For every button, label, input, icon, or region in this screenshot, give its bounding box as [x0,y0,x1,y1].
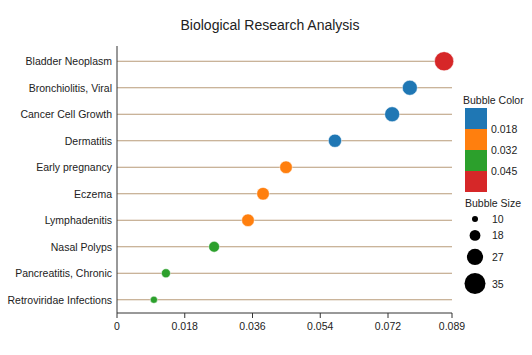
y-axis [117,46,118,313]
x-tick-label: 0.089 [439,320,465,332]
x-tick [320,313,321,318]
row-line [117,140,452,141]
bubble [280,161,293,174]
row-line [117,193,452,194]
x-tick [452,313,453,318]
color-legend-title: Bubble Color [463,94,524,106]
category-label: Dermatitis [65,135,112,147]
x-tick [252,313,253,318]
category-label: Lymphadenitis [45,214,112,226]
color-swatch [465,129,487,150]
row-line [117,114,452,115]
x-tick [117,313,118,318]
category-label: Eczema [74,188,112,200]
size-legend-label: 18 [492,229,504,241]
x-tick-label: 0.054 [307,320,333,332]
size-legend-label: 27 [492,251,504,263]
color-swatch [465,171,487,192]
title: Biological Research Analysis [181,17,360,33]
row-line [117,299,452,300]
bubble [328,134,341,147]
x-tick [184,313,185,318]
row-line [117,61,452,62]
bubble [402,80,417,95]
size-legend-label: 10 [492,213,504,225]
bubble [209,241,220,252]
row-line [117,246,452,247]
size-legend-label: 35 [492,278,504,290]
size-legend-circle [470,230,481,241]
chart: Biological Research Analysis Bladder Neop… [0,0,532,355]
category-label: Bronchiolitis, Viral [29,82,112,94]
x-tick-label: 0.072 [375,320,401,332]
bubbles [150,52,453,304]
color-legend-label: 0.018 [491,123,517,135]
row-line [117,87,452,88]
bubble [385,107,400,122]
bubble [434,52,453,71]
category-label: Nasal Polyps [51,241,112,253]
x-tick-label: 0 [114,320,120,332]
category-label: Bladder Neoplasm [26,55,113,67]
size-legend-title: Bubble Size [465,197,521,209]
bubble [150,296,157,303]
category-label: Pancreatitis, Chronic [15,267,112,279]
color-swatch [465,108,487,129]
category-label: Cancer Cell Growth [20,108,112,120]
x-tick-label: 0.036 [239,320,265,332]
bubble [161,269,170,278]
category-label: Retroviridae Infections [8,294,112,306]
bubble [242,214,255,227]
color-legend-label: 0.045 [491,165,517,177]
size-legend-circle [465,273,486,294]
x-tick [388,313,389,318]
color-swatch [465,150,487,171]
x-tick-label: 0.018 [172,320,198,332]
size-legend-circle [467,249,483,265]
color-legend-label: 0.032 [491,144,517,156]
size-legend-circle [472,216,478,222]
bubble [257,187,270,200]
category-label: Early pregnancy [36,161,113,173]
x-axis [117,313,452,314]
row-line [117,220,452,221]
